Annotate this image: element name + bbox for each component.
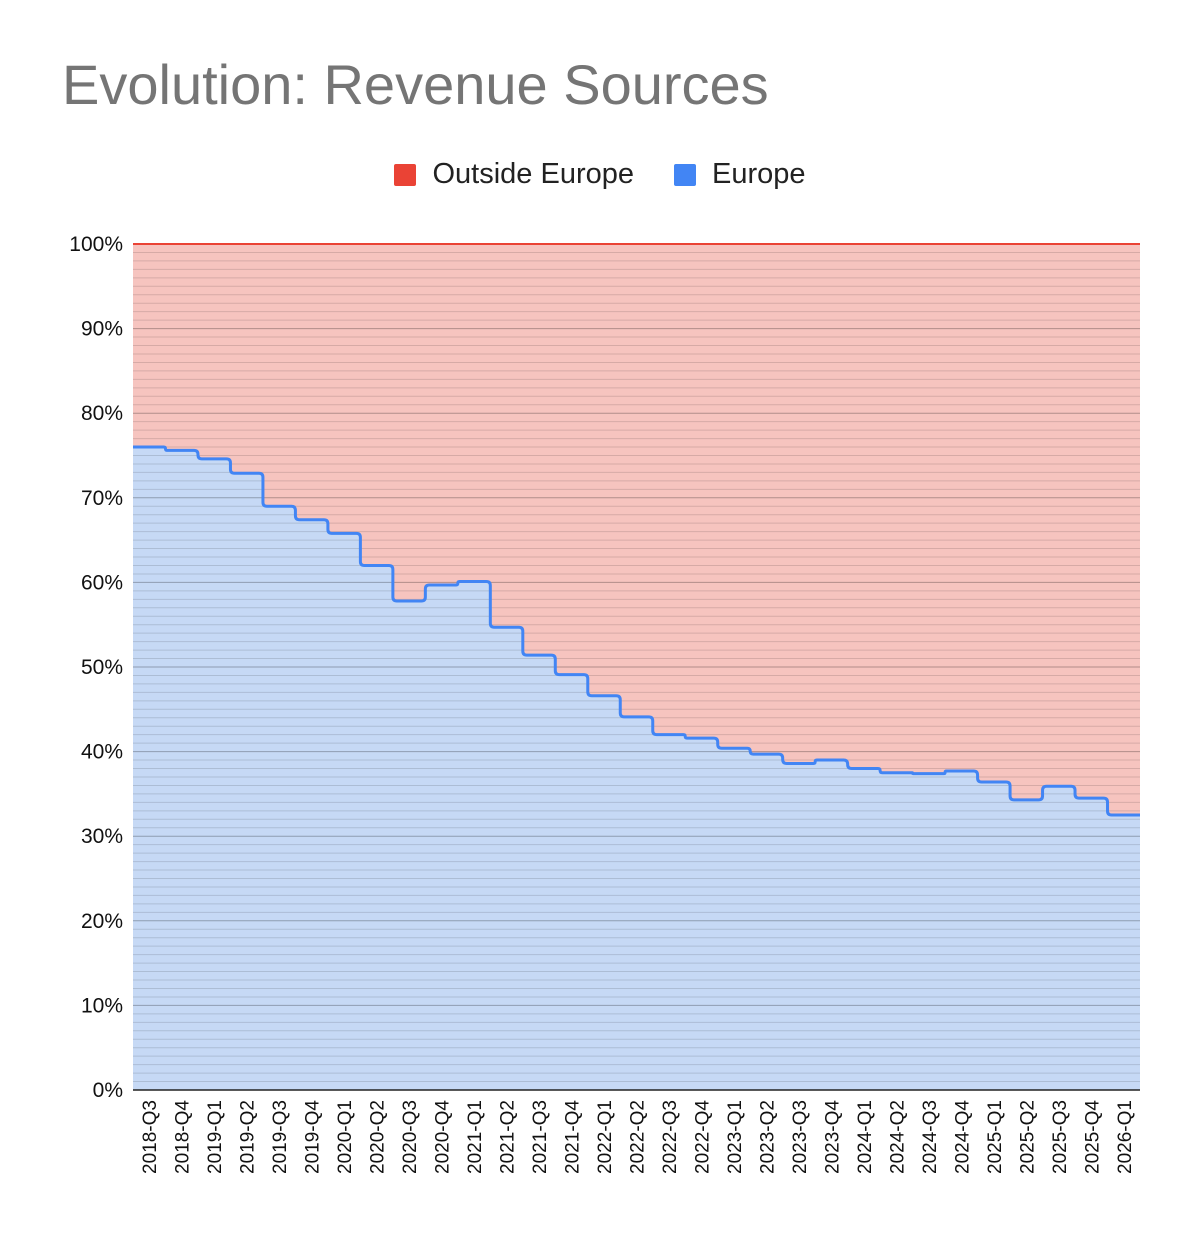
x-tick-label: 2021-Q1 bbox=[465, 1100, 486, 1174]
x-tick-label: 2018-Q4 bbox=[173, 1100, 194, 1174]
x-tick-label: 2023-Q2 bbox=[757, 1100, 778, 1174]
x-tick-label: 2019-Q2 bbox=[238, 1100, 259, 1174]
x-tick-label: 2024-Q1 bbox=[855, 1100, 876, 1174]
y-tick-label: 50% bbox=[81, 656, 123, 679]
legend: Outside Europe Europe bbox=[0, 158, 1200, 191]
x-tick-label: 2024-Q3 bbox=[920, 1100, 941, 1174]
x-tick-label: 2022-Q1 bbox=[595, 1100, 616, 1174]
series-line-europe bbox=[133, 445, 1140, 817]
x-tick-label: 2019-Q4 bbox=[303, 1100, 324, 1174]
x-tick-label: 2025-Q3 bbox=[1050, 1100, 1071, 1174]
y-tick-label: 30% bbox=[81, 825, 123, 848]
x-tick-label: 2024-Q4 bbox=[952, 1100, 973, 1174]
x-tick-label: 2019-Q1 bbox=[205, 1100, 226, 1174]
y-tick-label: 0% bbox=[93, 1079, 123, 1102]
x-tick-label: 2021-Q3 bbox=[530, 1100, 551, 1174]
y-tick-label: 90% bbox=[81, 318, 123, 341]
x-tick-label: 2026-Q1 bbox=[1115, 1100, 1136, 1174]
x-tick-label: 2018-Q3 bbox=[140, 1100, 161, 1174]
x-tick-label: 2022-Q4 bbox=[692, 1100, 713, 1174]
legend-swatch-outside-europe bbox=[394, 163, 417, 186]
x-tick-label: 2023-Q4 bbox=[822, 1100, 843, 1174]
y-tick-label: 70% bbox=[81, 487, 123, 510]
y-tick-label: 80% bbox=[81, 402, 123, 425]
legend-swatch-europe bbox=[674, 163, 696, 186]
x-tick-label: 2020-Q2 bbox=[368, 1100, 389, 1174]
legend-label-europe: Europe bbox=[712, 158, 806, 190]
x-tick-label: 2025-Q1 bbox=[985, 1100, 1006, 1174]
x-tick-label: 2022-Q3 bbox=[660, 1100, 681, 1174]
legend-label-outside-europe: Outside Europe bbox=[432, 158, 634, 190]
x-tick-label: 2021-Q4 bbox=[563, 1100, 584, 1174]
x-tick-label: 2024-Q2 bbox=[887, 1100, 908, 1174]
y-tick-label: 10% bbox=[81, 994, 123, 1017]
x-tick-label: 2021-Q2 bbox=[498, 1100, 519, 1174]
area-outside-europe bbox=[133, 244, 1140, 816]
x-tick-label: 2020-Q3 bbox=[400, 1100, 421, 1174]
legend-item-outside-europe[interactable]: Outside Europe bbox=[394, 158, 634, 191]
y-tick-label: 40% bbox=[81, 741, 123, 764]
y-tick-label: 100% bbox=[69, 233, 123, 256]
x-tick-label: 2022-Q2 bbox=[628, 1100, 649, 1174]
x-tick-label: 2025-Q4 bbox=[1082, 1100, 1103, 1174]
y-tick-label: 20% bbox=[81, 910, 123, 933]
chart-title: Evolution: Revenue Sources bbox=[62, 53, 769, 116]
x-tick-label: 2020-Q1 bbox=[335, 1100, 356, 1174]
x-tick-label: 2025-Q2 bbox=[1017, 1100, 1038, 1174]
legend-item-europe[interactable]: Europe bbox=[674, 158, 806, 191]
x-tick-label: 2020-Q4 bbox=[433, 1100, 454, 1174]
y-tick-label: 60% bbox=[81, 571, 123, 594]
x-tick-label: 2019-Q3 bbox=[270, 1100, 291, 1174]
area-europe bbox=[133, 447, 1140, 1090]
x-tick-label: 2023-Q1 bbox=[725, 1100, 746, 1174]
x-tick-label: 2023-Q3 bbox=[790, 1100, 811, 1174]
